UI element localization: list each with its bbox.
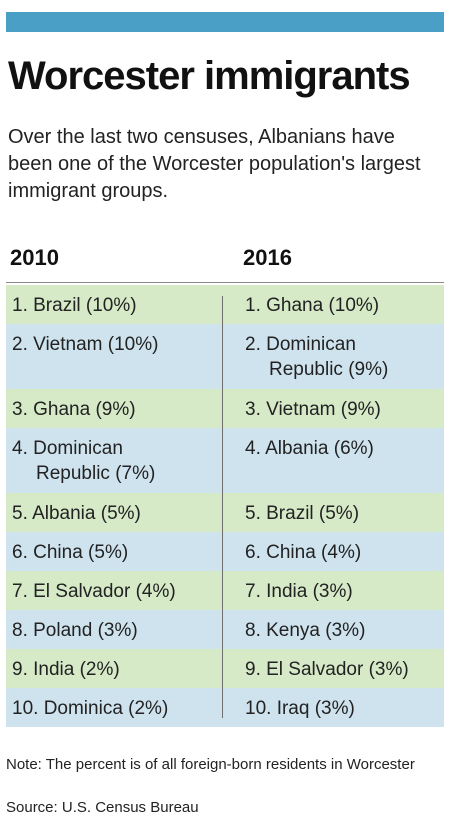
cell-line: 3. Vietnam (9%)	[245, 399, 381, 420]
cell-2016: 5. Brazil (5%)	[225, 493, 444, 532]
cell-line: 8. Kenya (3%)	[245, 620, 366, 641]
cell-line: 1. Brazil (10%)	[12, 295, 137, 316]
cell-2016: 8. Kenya (3%)	[225, 610, 444, 649]
cell-line: 5. Brazil (5%)	[245, 503, 360, 524]
cell-line: 10. Iraq (3%)	[245, 698, 355, 719]
cell-line: 5. Albania (5%)	[12, 503, 141, 524]
header-rule	[6, 282, 444, 283]
footnote: Note: The percent is of all foreign-born…	[6, 756, 415, 773]
cell-line: 2. Vietnam (10%)	[12, 334, 159, 355]
cell-2016: 10. Iraq (3%)	[225, 688, 444, 727]
cell-line-continued: Republic (9%)	[269, 359, 389, 380]
top-accent-bar	[6, 12, 444, 32]
table-row: 9. India (2%) 9. El Salvador (3%)	[6, 649, 444, 688]
column-header-2010: 2010	[10, 245, 59, 270]
cell-line: 9. India (2%)	[12, 659, 120, 680]
cell-2010: 6. China (5%)	[6, 532, 225, 571]
cell-line: 2. Dominican	[245, 334, 356, 355]
cell-2010: 1. Brazil (10%)	[6, 285, 225, 324]
cell-2016: 1. Ghana (10%)	[225, 285, 444, 324]
ranking-table: 1. Brazil (10%) 1. Ghana (10%) 2. Vietna…	[6, 285, 444, 727]
cell-2016: 6. China (4%)	[225, 532, 444, 571]
cell-line: 9. El Salvador (3%)	[245, 659, 409, 680]
cell-line-continued: Republic (7%)	[36, 463, 156, 484]
cell-line: 7. India (3%)	[245, 581, 353, 602]
table-row: 8. Poland (3%) 8. Kenya (3%)	[6, 610, 444, 649]
cell-line: 4. Albania (6%)	[245, 438, 374, 459]
cell-2016: 7. India (3%)	[225, 571, 444, 610]
table-row: 6. China (5%) 6. China (4%)	[6, 532, 444, 571]
cell-line: 7. El Salvador (4%)	[12, 581, 176, 602]
cell-2016: 9. El Salvador (3%)	[225, 649, 444, 688]
cell-2010: 10. Dominica (2%)	[6, 688, 225, 727]
cell-line: 10. Dominica (2%)	[12, 698, 169, 719]
table-row: 4. Dominican Republic (7%) 4. Albania (6%…	[6, 428, 444, 493]
page-title: Worcester immigrants	[8, 54, 411, 98]
table-row: 3. Ghana (9%) 3. Vietnam (9%)	[6, 389, 444, 428]
cell-2010: 4. Dominican Republic (7%)	[6, 428, 225, 493]
column-header-2016: 2016	[243, 245, 292, 270]
cell-line: 6. China (4%)	[245, 542, 362, 563]
cell-line: 3. Ghana (9%)	[12, 399, 136, 420]
cell-2010: 7. El Salvador (4%)	[6, 571, 225, 610]
column-divider	[222, 296, 223, 718]
cell-line: 6. China (5%)	[12, 542, 129, 563]
cell-2016: 2. Dominican Republic (9%)	[225, 324, 444, 389]
cell-line: 8. Poland (3%)	[12, 620, 138, 641]
page-subtitle: Over the last two censuses, Albanians ha…	[8, 126, 421, 202]
source-credit: Source: U.S. Census Bureau	[6, 799, 199, 816]
table-row: 2. Vietnam (10%) 2. Dominican Republic (9…	[6, 324, 444, 389]
cell-2016: 3. Vietnam (9%)	[225, 389, 444, 428]
cell-2010: 5. Albania (5%)	[6, 493, 225, 532]
cell-2010: 9. India (2%)	[6, 649, 225, 688]
cell-2010: 8. Poland (3%)	[6, 610, 225, 649]
cell-2016: 4. Albania (6%)	[225, 428, 444, 493]
cell-2010: 2. Vietnam (10%)	[6, 324, 225, 389]
table-row: 5. Albania (5%) 5. Brazil (5%)	[6, 493, 444, 532]
table-row: 1. Brazil (10%) 1. Ghana (10%)	[6, 285, 444, 324]
table-row: 10. Dominica (2%) 10. Iraq (3%)	[6, 688, 444, 727]
cell-line: 4. Dominican	[12, 438, 123, 459]
table-row: 7. El Salvador (4%) 7. India (3%)	[6, 571, 444, 610]
cell-2010: 3. Ghana (9%)	[6, 389, 225, 428]
cell-line: 1. Ghana (10%)	[245, 295, 380, 316]
